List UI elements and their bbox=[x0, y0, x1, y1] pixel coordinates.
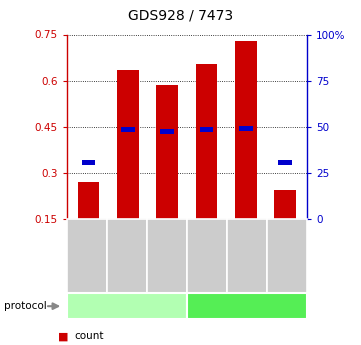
Bar bbox=[78, 182, 99, 219]
Text: count: count bbox=[74, 332, 104, 341]
Text: GSM22100: GSM22100 bbox=[202, 231, 211, 281]
Text: GSM22102: GSM22102 bbox=[282, 232, 291, 280]
Bar bbox=[156, 85, 178, 219]
Text: microgravity: microgravity bbox=[212, 301, 282, 311]
Bar bbox=[121, 127, 135, 132]
Bar bbox=[82, 160, 95, 165]
Text: GSM22098: GSM22098 bbox=[122, 231, 131, 281]
Text: GDS928 / 7473: GDS928 / 7473 bbox=[128, 9, 233, 23]
Bar bbox=[235, 41, 257, 219]
Text: GSM22101: GSM22101 bbox=[242, 231, 251, 281]
Bar bbox=[274, 190, 296, 219]
Text: GSM22099: GSM22099 bbox=[162, 231, 171, 281]
Bar bbox=[278, 160, 292, 165]
Bar bbox=[160, 129, 174, 134]
Text: GSM22097: GSM22097 bbox=[82, 231, 91, 281]
Bar bbox=[200, 127, 213, 132]
Text: protocol: protocol bbox=[4, 301, 46, 311]
Bar bbox=[239, 126, 253, 131]
Bar bbox=[196, 64, 217, 219]
Text: control: control bbox=[108, 301, 146, 311]
Text: ■: ■ bbox=[58, 332, 69, 341]
Bar bbox=[117, 70, 139, 219]
